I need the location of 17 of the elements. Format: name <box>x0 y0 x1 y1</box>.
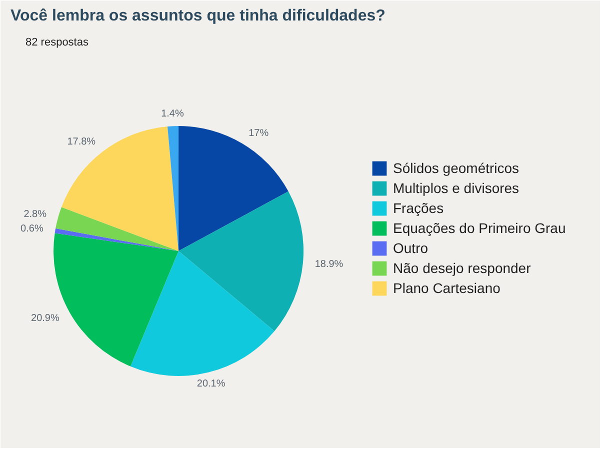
data-label: 0.6% <box>20 223 44 234</box>
chart-subtitle: 82 respostas <box>26 36 89 48</box>
legend-label: Plano Cartesiano <box>393 279 500 298</box>
data-label: 18.9% <box>314 259 344 270</box>
chart-title: Você lembra os assuntos que tinha dificuldades? <box>10 8 386 24</box>
data-label: 1.4% <box>161 108 184 120</box>
data-label: 17.8% <box>67 136 96 148</box>
data-label: 2.8% <box>24 208 47 220</box>
data-label: 20.1% <box>196 378 226 390</box>
data-label: 20.9% <box>31 313 60 324</box>
legend-label: Sólidos geométricos <box>393 159 520 178</box>
legend-label: Não desejo responder <box>393 259 531 278</box>
data-label: 17% <box>248 128 269 139</box>
legend-label: Equações do Primeiro Grau <box>393 219 566 238</box>
legend-label: Frações <box>393 199 444 218</box>
legend-label: Outro <box>393 239 428 258</box>
legend-label: Multiplos e divisores <box>393 179 520 198</box>
